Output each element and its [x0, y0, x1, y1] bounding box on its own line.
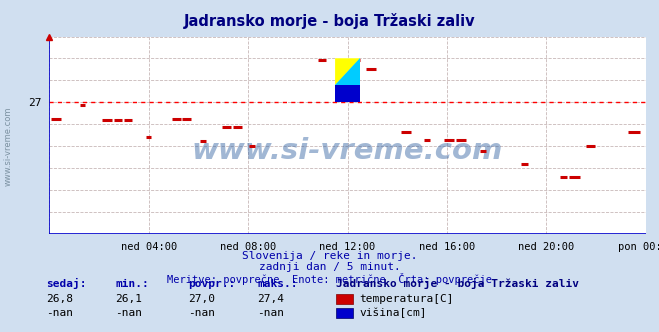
Text: zadnji dan / 5 minut.: zadnji dan / 5 minut. — [258, 262, 401, 272]
Polygon shape — [335, 58, 360, 85]
Text: sedaj:: sedaj: — [46, 278, 86, 289]
Polygon shape — [335, 58, 360, 85]
Text: Meritve: povprečne  Enote: metrične  Črta: povprečje: Meritve: povprečne Enote: metrične Črta:… — [167, 273, 492, 285]
Text: -nan: -nan — [188, 308, 215, 318]
Text: maks.:: maks.: — [257, 279, 297, 289]
Bar — [335, 58, 360, 102]
Text: povpr.:: povpr.: — [188, 279, 235, 289]
Text: Slovenija / reke in morje.: Slovenija / reke in morje. — [242, 251, 417, 261]
Text: www.si-vreme.com: www.si-vreme.com — [3, 106, 13, 186]
Text: temperatura[C]: temperatura[C] — [359, 294, 453, 304]
Text: višina[cm]: višina[cm] — [359, 308, 426, 318]
Text: -nan: -nan — [46, 308, 73, 318]
Text: 27,4: 27,4 — [257, 294, 284, 304]
Text: Jadransko morje - boja Tržaski zaliv: Jadransko morje - boja Tržaski zaliv — [184, 13, 475, 29]
Text: -nan: -nan — [257, 308, 284, 318]
Text: www.si-vreme.com: www.si-vreme.com — [192, 137, 503, 165]
Text: min.:: min.: — [115, 279, 149, 289]
Text: 26,8: 26,8 — [46, 294, 73, 304]
Text: -nan: -nan — [115, 308, 142, 318]
Text: 26,1: 26,1 — [115, 294, 142, 304]
Text: Jadransko morje - boja Tržaski zaliv: Jadransko morje - boja Tržaski zaliv — [336, 278, 579, 289]
Bar — [335, 85, 360, 102]
Text: 27,0: 27,0 — [188, 294, 215, 304]
